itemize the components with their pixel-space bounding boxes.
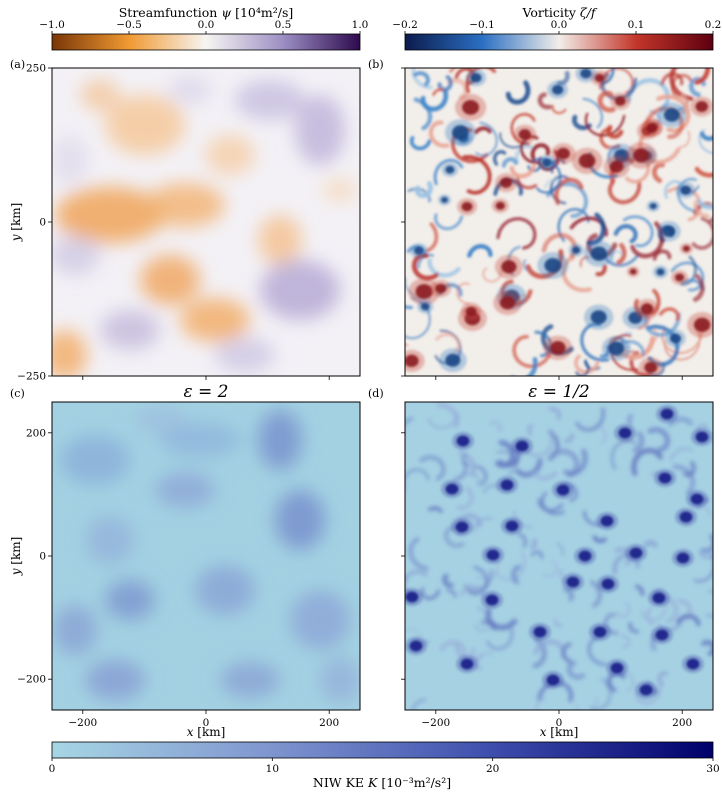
colorbar-tick-label: 10 [266, 763, 279, 775]
y-tick-label: −200 [17, 674, 46, 686]
colorbar-tick-label: −0.5 [116, 19, 142, 31]
colorbar-tick-label: −1.0 [39, 19, 65, 31]
panel-a-letter: (a) [10, 58, 25, 71]
panel-b: (b) [368, 58, 714, 377]
x-tick-label: 0 [203, 717, 210, 729]
colorbar-vorticity-label: Vorticity ζ/f [521, 5, 597, 20]
colorbar-niw-ke-ticks: 0 10 20 30 [49, 758, 720, 775]
colorbar-tick-label: 0.1 [628, 19, 645, 31]
panel-d: (d) ε = 1/2 [368, 382, 714, 711]
x-tick-label: 0 [556, 717, 563, 729]
colorbar-niw-ke: 0 10 20 30 NIW KE K [10⁻³m²/s²] [49, 741, 720, 790]
panel-d-field [405, 402, 713, 710]
panel-a-field [52, 68, 360, 376]
panel-a-ylabel: y [km] [9, 203, 23, 243]
x-tick-label: −200 [421, 717, 450, 729]
colorbar-streamfunction-ticks: −1.0 −0.5 0.0 0.5 1.0 [39, 19, 368, 34]
axes: 250 0 −250 200 0 −200 −200 0 200 −200 0 200 [17, 63, 692, 730]
colorbar-vorticity: Vorticity ζ/f −0.2 −0.1 0.0 0.1 0.2 [392, 5, 721, 51]
y-tick-label: −250 [17, 371, 46, 383]
y-tick-label: 250 [26, 63, 46, 75]
x-tick-label: 200 [672, 717, 692, 729]
colorbar-tick-label: 0.0 [198, 19, 215, 31]
colorbar-tick-label: −0.1 [469, 19, 495, 31]
colorbar-tick-label: 30 [706, 763, 719, 775]
colorbar-tick-label: 0.0 [551, 19, 568, 31]
y-tick-label: 0 [39, 551, 46, 563]
colorbar-vorticity-ticks: −0.2 −0.1 0.0 0.1 0.2 [392, 19, 721, 34]
colorbar-streamfunction-label: Streamfunction ψ [10⁴m²/s] [119, 5, 294, 20]
colorbar-tick-label: 20 [486, 763, 499, 775]
panel-c-ylabel: y [km] [9, 537, 23, 577]
x-tick-label: 200 [319, 717, 339, 729]
panel-d-letter: (d) [368, 387, 384, 400]
colorbar-tick-label: 1.0 [352, 19, 369, 31]
panel-c-title: ε = 2 [184, 382, 229, 402]
panel-b-field [405, 68, 713, 376]
panel-b-letter: (b) [368, 58, 384, 71]
panel-c-xlabel: x [km] [187, 725, 226, 739]
colorbar-tick-label: −0.2 [392, 19, 418, 31]
colorbar-tick-label: 0 [49, 763, 56, 775]
panel-c: (c) ε = 2 [10, 382, 361, 711]
panel-c-letter: (c) [10, 387, 25, 400]
panel-c-field [52, 402, 360, 710]
colorbar-tick-label: 0.2 [705, 19, 722, 31]
panel-a: (a) [10, 58, 361, 377]
colorbar-streamfunction: Streamfunction ψ [10⁴m²/s] −1.0 −0.5 0.0 0.… [39, 5, 368, 51]
colorbar-niw-ke-label: NIW KE K [10⁻³m²/s²] [313, 775, 451, 790]
y-tick-label: 0 [39, 217, 46, 229]
colorbar-vorticity-bar [404, 33, 714, 51]
panel-d-xlabel: x [km] [540, 725, 579, 739]
colorbar-streamfunction-bar [51, 33, 361, 51]
colorbar-tick-label: 0.5 [275, 19, 292, 31]
panel-d-title: ε = 1/2 [528, 382, 590, 402]
x-tick-label: −200 [68, 717, 97, 729]
colorbar-niw-ke-bar [51, 741, 714, 759]
y-tick-label: 200 [26, 427, 46, 439]
